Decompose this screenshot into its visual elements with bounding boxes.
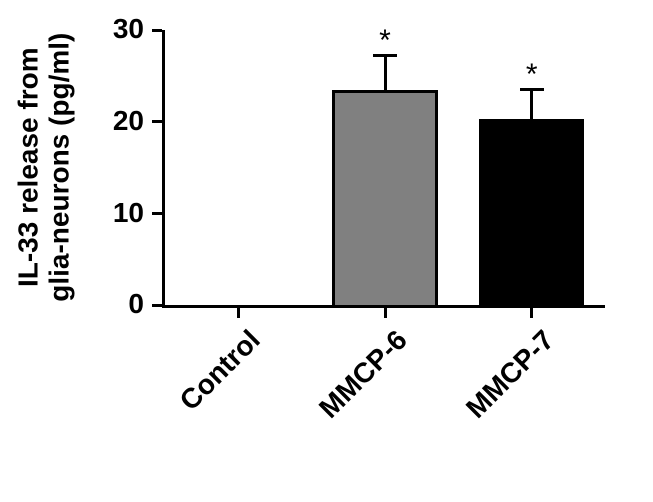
bar	[479, 119, 585, 305]
y-axis-title-line1: IL-33 release from	[13, 20, 44, 315]
y-axis-title: IL-33 release fromglia-neurons (pg/ml)	[13, 20, 77, 315]
significance-mark: *	[512, 58, 552, 92]
y-tick	[152, 212, 162, 215]
x-tick	[530, 308, 533, 318]
y-tick	[152, 120, 162, 123]
bar	[332, 90, 438, 305]
significance-mark: *	[365, 24, 405, 58]
x-tick	[384, 308, 387, 318]
y-tick	[152, 304, 162, 307]
y-axis-line	[162, 30, 165, 308]
x-tick	[237, 308, 240, 318]
y-axis-title-line2: glia-neurons (pg/ml)	[44, 20, 75, 315]
bar-chart: 0102030IL-33 release fromglia-neurons (p…	[0, 0, 653, 500]
y-tick	[152, 29, 162, 32]
error-bar-stem	[384, 56, 387, 90]
error-bar-stem	[530, 90, 533, 119]
